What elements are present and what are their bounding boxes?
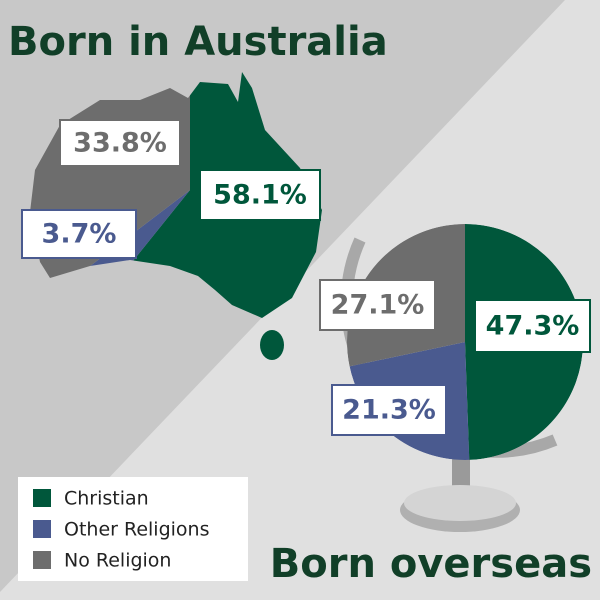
label-box (21, 209, 137, 259)
legend-swatch (33, 520, 51, 538)
data-label: 21.3% (342, 395, 436, 426)
legend-swatch (33, 489, 51, 507)
chart-title: Born overseas (270, 541, 592, 587)
chart-title: Born in Australia (8, 19, 388, 65)
legend-label: Other Religions (64, 519, 210, 541)
data-label: 33.8% (73, 128, 167, 159)
data-label: 3.7% (42, 219, 117, 250)
legend (18, 477, 248, 581)
data-label: 27.1% (331, 290, 425, 321)
data-label: 58.1% (213, 180, 307, 211)
label-box (199, 169, 321, 221)
label-box (474, 299, 591, 353)
label-box (331, 384, 447, 436)
legend-label: Christian (64, 488, 149, 510)
label-box (319, 279, 436, 331)
data-label: 47.3% (486, 311, 580, 342)
legend-label: No Religion (64, 550, 171, 572)
globe-stem (452, 455, 470, 495)
label-box (59, 119, 181, 167)
globe-base-top (404, 485, 516, 521)
legend-swatch (33, 551, 51, 569)
tasmania (260, 330, 284, 360)
